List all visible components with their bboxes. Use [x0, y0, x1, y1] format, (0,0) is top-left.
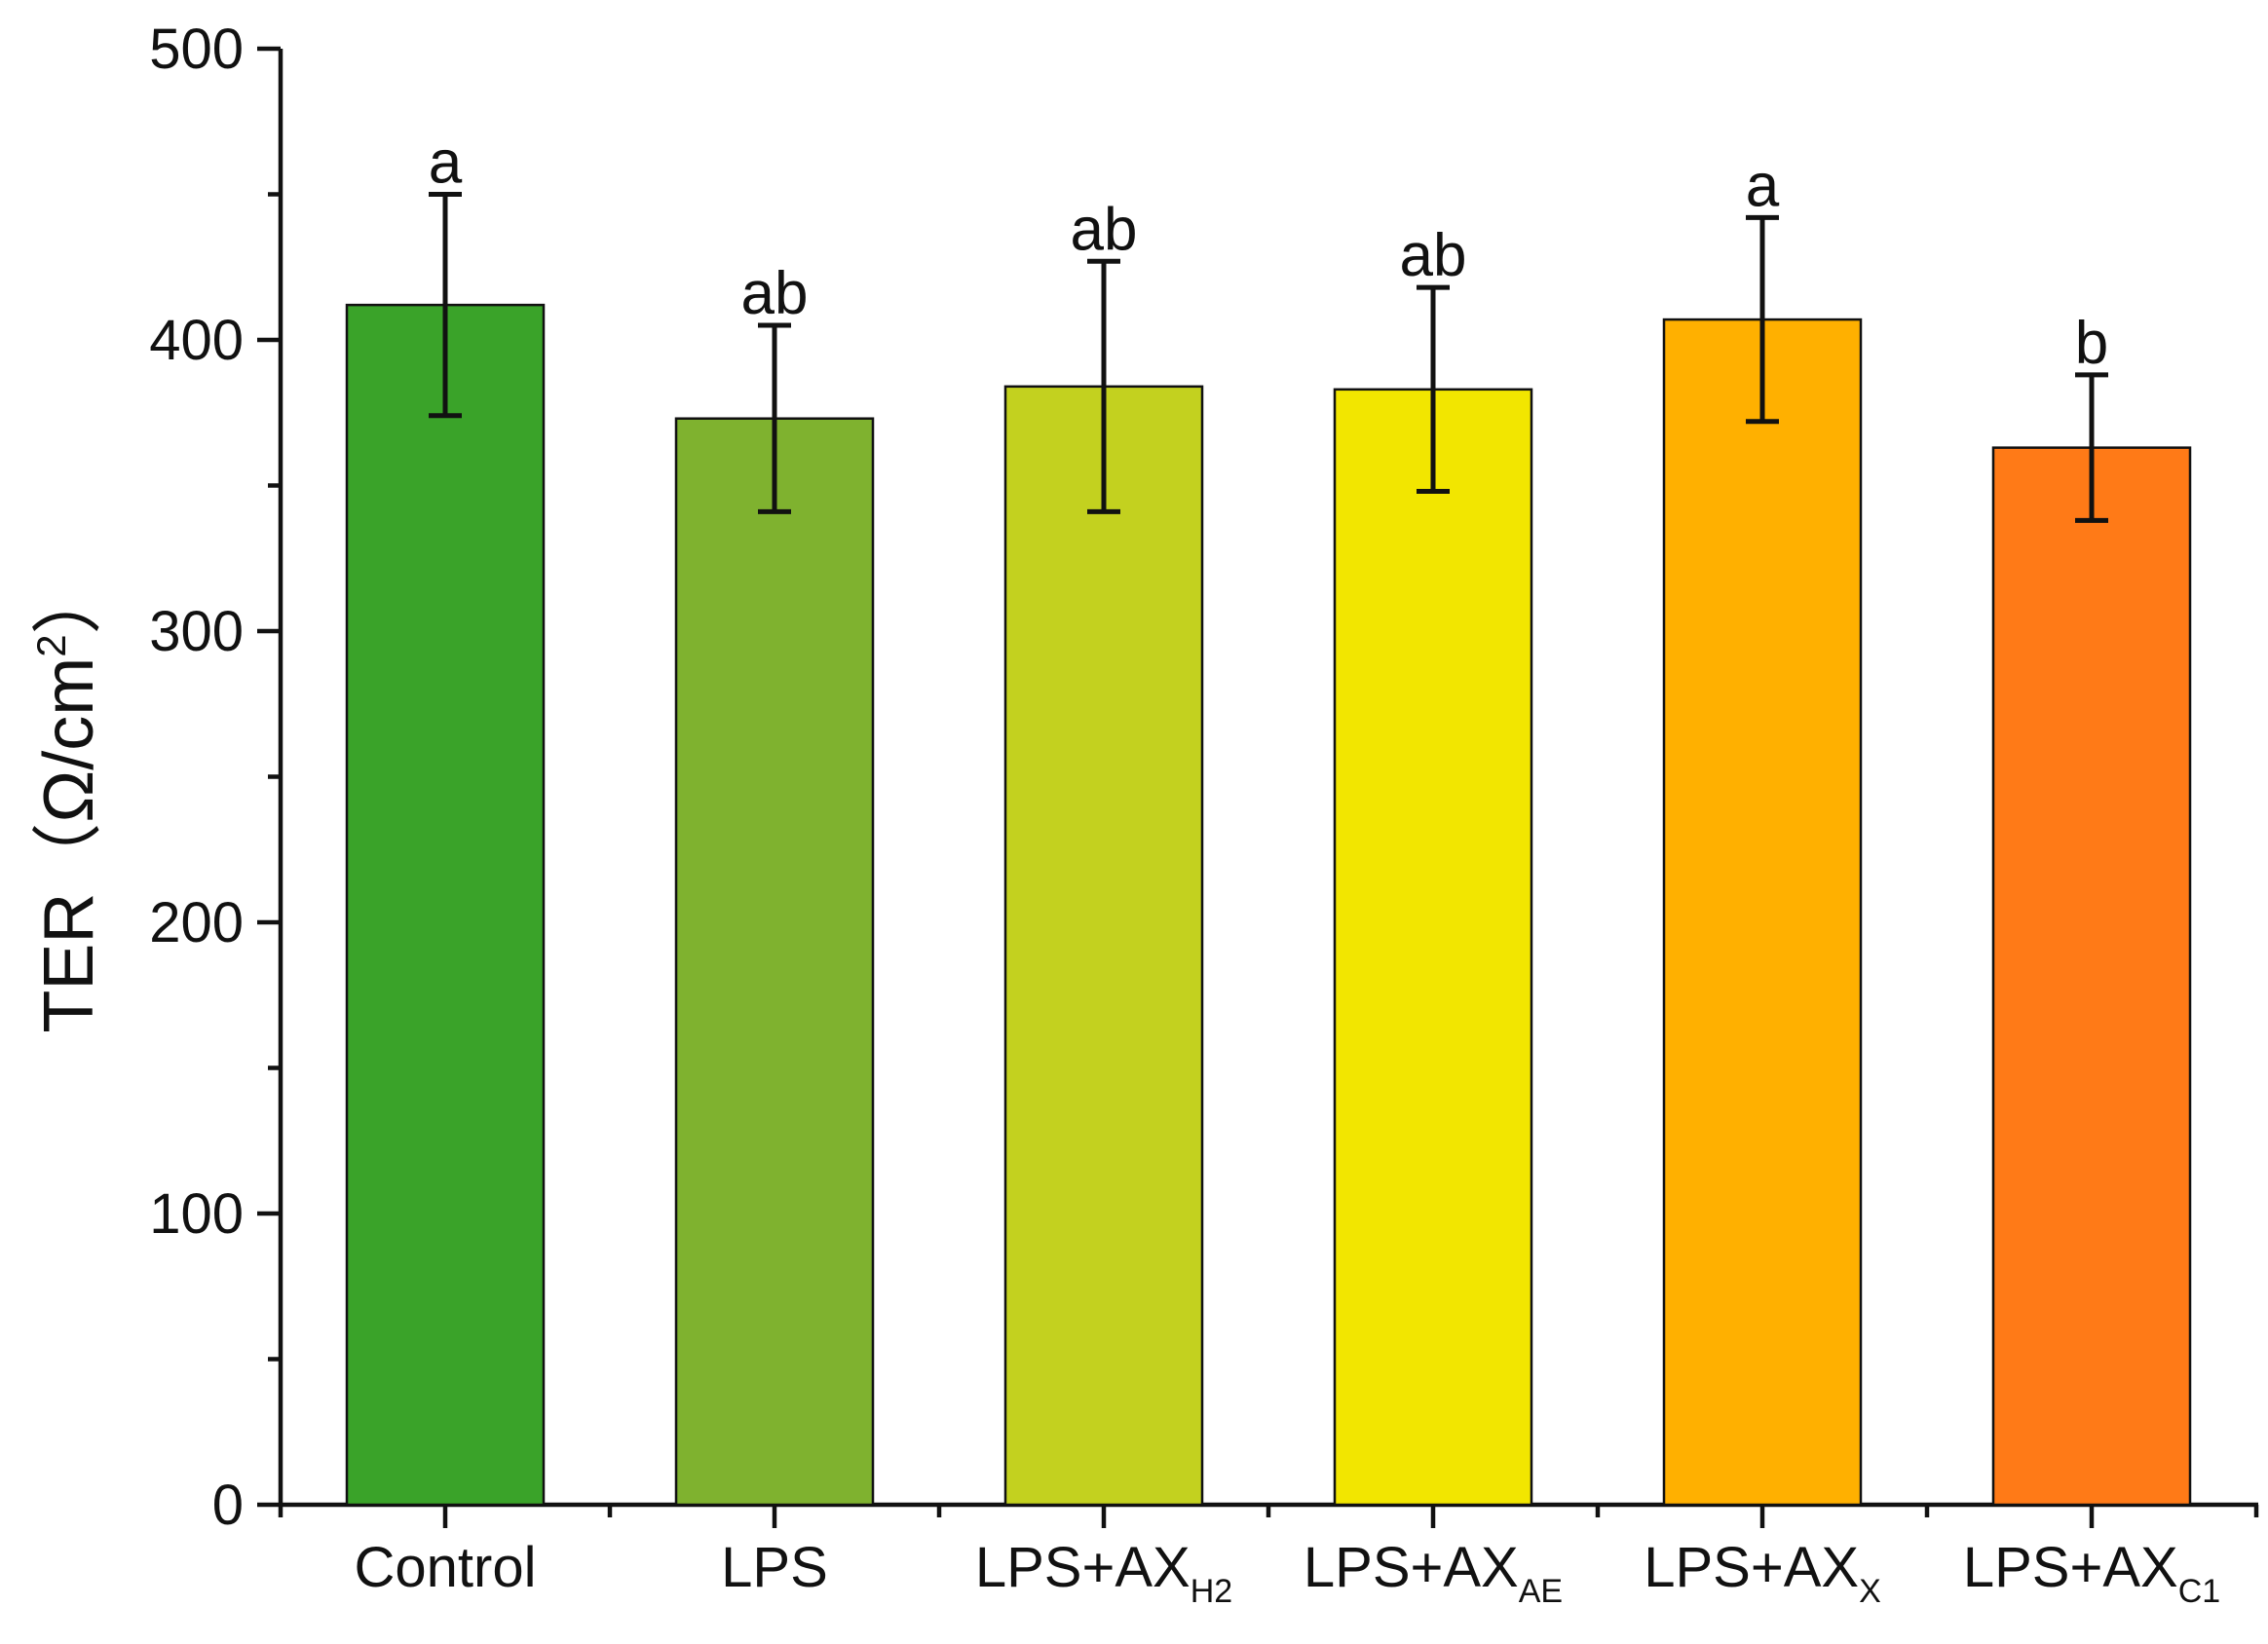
y-tick-label: 100	[149, 1182, 244, 1246]
significance-label: ab	[1071, 196, 1138, 263]
y-axis-label-unit: （Ω/cm	[30, 657, 108, 893]
error-bars	[429, 192, 2108, 523]
bar-4	[1662, 318, 1863, 1507]
y-tick-label: 200	[149, 891, 244, 954]
axes: 0 100 200 300 400 500	[149, 18, 2259, 1537]
labels: a Control ab LPS ab LPS+AXH2 ab LPS+AXAE a LPS+AX…	[355, 130, 2221, 1611]
x-category-label: LPS+AXX	[1644, 1536, 1881, 1610]
x-category-label: LPS+AXAE	[1304, 1536, 1563, 1610]
y-tick-label: 300	[149, 600, 244, 663]
x-category-label: Control	[355, 1536, 537, 1599]
significance-label: a	[1746, 152, 1780, 219]
y-tick-label: 500	[149, 18, 244, 81]
significance-label: ab	[1400, 222, 1467, 289]
bar-2	[1003, 385, 1204, 1507]
bar-1	[674, 417, 875, 1507]
y-axis-label-superscript: 2	[28, 634, 74, 656]
y-axis-label-unit-close: ）	[30, 564, 108, 634]
bar-3	[1333, 388, 1533, 1507]
y-axis-label-main: TER	[30, 893, 108, 1033]
x-category-label: LPS+AXC1	[1963, 1536, 2220, 1610]
significance-label: a	[429, 130, 463, 197]
x-category-label: LPS+AXH2	[975, 1536, 1232, 1610]
bars	[345, 303, 2192, 1507]
bar-5	[1991, 446, 2192, 1507]
y-axis-label: TER（Ω/cm2）	[28, 564, 108, 1032]
bar-0	[345, 303, 546, 1507]
significance-label: b	[2075, 310, 2108, 377]
y-tick-label: 400	[149, 309, 244, 372]
y-tick-label: 0	[212, 1474, 244, 1537]
x-category-label: LPS	[721, 1536, 828, 1599]
significance-label: ab	[741, 260, 809, 327]
